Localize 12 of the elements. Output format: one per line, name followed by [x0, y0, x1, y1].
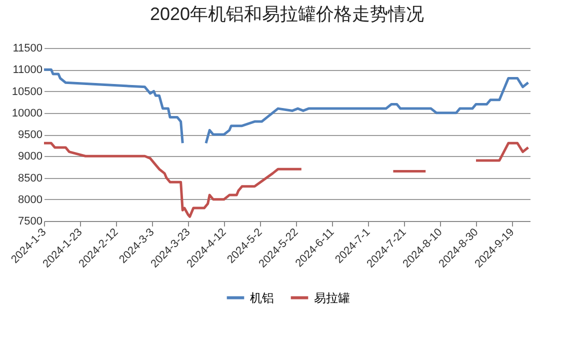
y-tick-label: 8500 [18, 172, 42, 184]
y-tick-label: 9000 [18, 150, 42, 163]
y-tick-label: 9500 [18, 129, 42, 141]
y-tick-label: 8000 [18, 194, 42, 206]
y-tick-label: 11000 [12, 64, 42, 76]
legend-label: 易拉罐 [314, 290, 350, 305]
y-tick-label: 10000 [12, 107, 42, 120]
chart-title: 2020年机铝和易拉罐价格走势情况 [150, 4, 424, 24]
legend-label: 机铝 [250, 290, 274, 305]
y-tick-label: 10500 [12, 86, 42, 98]
y-tick-label: 11500 [12, 42, 42, 54]
y-tick-label: 7500 [18, 216, 42, 228]
